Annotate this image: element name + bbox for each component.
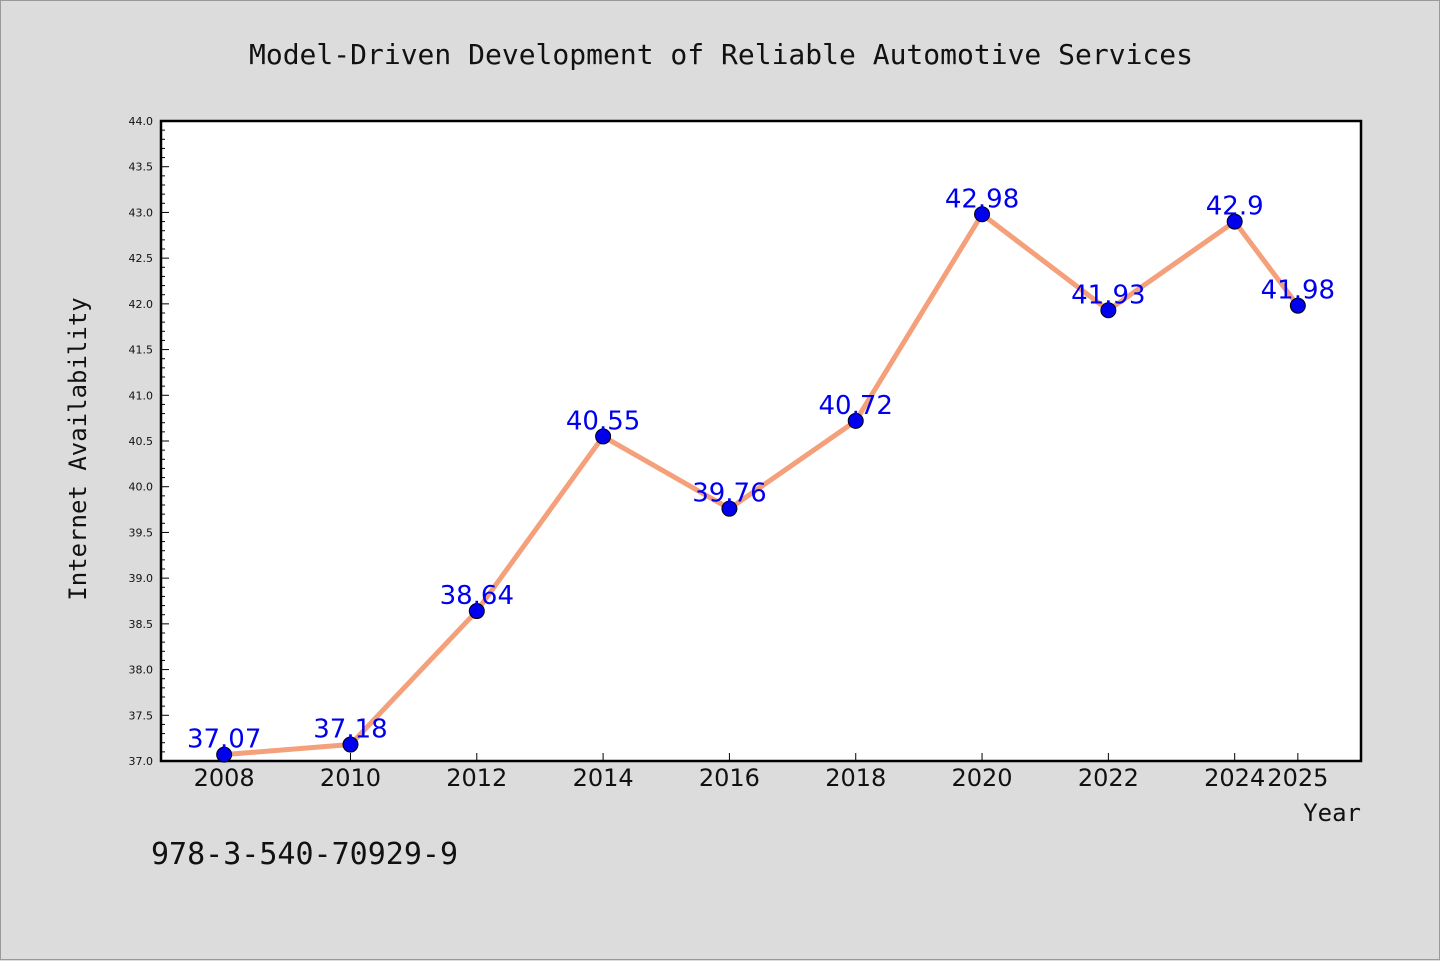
data-label: 37.07 — [187, 725, 261, 755]
chart-title: Model-Driven Development of Reliable Aut… — [249, 38, 1193, 71]
plot-area — [159, 119, 1363, 763]
data-point — [468, 603, 485, 620]
x-axis-ticks: 2008 2010 2012 2014 2016 2018 2020 2022 2024 2025 — [194, 753, 1328, 792]
data-point — [216, 746, 233, 763]
y-tick-label: 37.0 — [129, 755, 154, 768]
y-axis-ticks: 37.0 37.5 38.0 38.5 39.0 39.5 40.0 40.5 41.0 41.5… — [129, 115, 169, 768]
data-label: 40.55 — [566, 406, 640, 436]
y-tick-label: 43.5 — [129, 161, 154, 174]
y-axis-label: Internet Availability — [64, 297, 92, 600]
data-label: 39.76 — [692, 479, 766, 509]
data-label: 42.98 — [945, 184, 1019, 214]
x-tick-label: 2025 — [1267, 764, 1328, 792]
data-label: 38.64 — [440, 581, 514, 611]
data-label: 40.72 — [819, 391, 893, 421]
data-point — [974, 206, 991, 223]
data-label: 41.98 — [1261, 276, 1335, 306]
data-label: 42.9 — [1206, 192, 1264, 222]
data-point — [721, 500, 738, 517]
y-tick-label: 43.0 — [129, 206, 154, 219]
y-tick-label: 42.5 — [129, 252, 154, 265]
x-tick-label: 2018 — [825, 764, 886, 792]
data-label: 41.93 — [1071, 280, 1145, 310]
isbn-text: 978-3-540-70929-9 — [151, 837, 458, 872]
series-lines — [221, 211, 1301, 758]
y-tick-label: 38.5 — [129, 618, 154, 631]
y-tick-label: 40.0 — [129, 481, 154, 494]
y-tick-label: 41.5 — [129, 344, 154, 357]
x-tick-label: 2012 — [446, 764, 507, 792]
data-point — [847, 412, 864, 429]
y-tick-label: 37.5 — [129, 709, 154, 722]
x-tick-label: 2016 — [699, 764, 760, 792]
y-tick-label: 40.5 — [129, 435, 154, 448]
y-tick-label: 39.5 — [129, 526, 154, 539]
data-point — [1289, 297, 1306, 314]
y-tick-label: 41.0 — [129, 389, 154, 402]
x-tick-label: 2008 — [194, 764, 255, 792]
x-tick-label: 2024 — [1204, 764, 1265, 792]
x-tick-label: 2014 — [573, 764, 634, 792]
data-label: 37.18 — [313, 715, 387, 745]
x-tick-label: 2022 — [1078, 764, 1139, 792]
y-tick-label: 44.0 — [129, 115, 154, 128]
y-tick-label: 39.0 — [129, 572, 154, 585]
data-labels: 37.07 37.18 38.64 40.55 39.76 40.72 42.98 41.93… — [187, 184, 1335, 754]
data-point — [1100, 302, 1117, 319]
data-point — [1226, 213, 1243, 230]
y-tick-label: 42.0 — [129, 298, 154, 311]
data-point — [595, 428, 612, 445]
series-line — [221, 211, 1301, 758]
x-tick-label: 2020 — [952, 764, 1013, 792]
data-markers — [216, 206, 1306, 763]
data-point — [342, 736, 359, 753]
x-tick-label: 2010 — [320, 764, 381, 792]
x-axis-label: Year — [1303, 799, 1361, 827]
y-tick-label: 38.0 — [129, 664, 154, 677]
